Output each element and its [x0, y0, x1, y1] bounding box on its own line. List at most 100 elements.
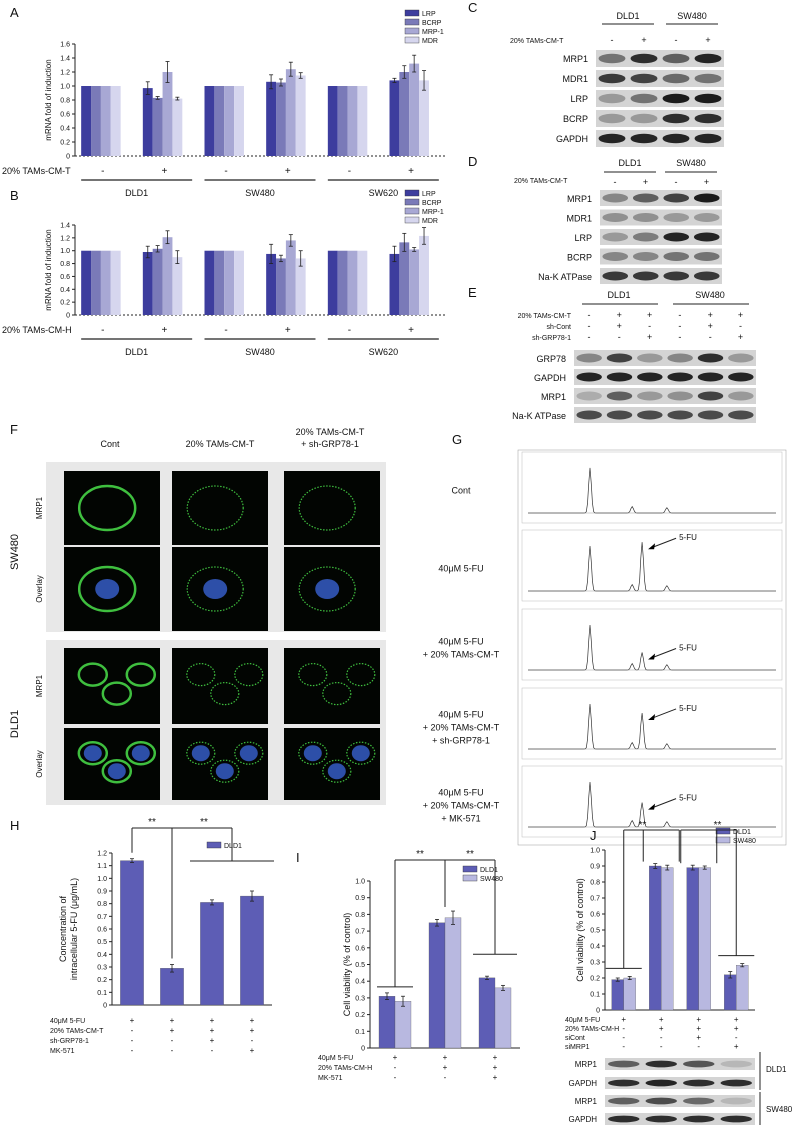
sign: - [678, 321, 681, 331]
sign: + [696, 1024, 701, 1033]
bar-MRP-1 [347, 86, 358, 156]
sign: + [443, 1063, 448, 1072]
band [663, 252, 690, 261]
nucleus [191, 745, 210, 762]
cell-membrane [77, 565, 137, 613]
cell-membrane [298, 566, 356, 612]
condition-label-40μM 5-FU: 40μM 5-FU [50, 1018, 85, 1025]
bar-SW480 [698, 867, 711, 1011]
bar-DLD1 [611, 979, 624, 1011]
band [645, 1060, 677, 1068]
band [694, 53, 722, 64]
band [608, 1079, 640, 1087]
band [637, 391, 663, 401]
sign: - [348, 166, 351, 177]
y-tick-label: 0 [103, 1003, 107, 1010]
significance-marker: ** [200, 817, 208, 828]
band [694, 93, 722, 104]
band [693, 252, 720, 261]
band [662, 73, 690, 84]
nucleus [239, 745, 258, 762]
y-tick-label: 1.0 [60, 248, 70, 255]
band [720, 1060, 752, 1068]
blot-row-label-GAPDH: GAPDH [556, 134, 588, 144]
bar-BCRP [214, 86, 225, 156]
band [602, 232, 629, 242]
y-tick-label: 0 [66, 313, 70, 320]
bar-LRP [81, 86, 92, 156]
legend-swatch-DLD1 [206, 841, 222, 849]
band [728, 410, 754, 420]
bar-MDR [295, 75, 306, 156]
sign: + [493, 1063, 498, 1072]
trace-label: 40μM 5-FU [438, 564, 483, 574]
sign: + [285, 325, 291, 336]
arrow-head [648, 803, 656, 810]
y-tick-label: 0.9 [590, 864, 600, 871]
band [663, 213, 690, 222]
legend-label-DLD1: DLD1 [224, 843, 242, 850]
legend-label-LRP: LRP [422, 11, 436, 18]
blot-J-strip [605, 1058, 755, 1070]
y-tick-label: 0.6 [355, 945, 365, 952]
cell-membrane [210, 681, 240, 706]
band [662, 53, 690, 64]
sign: + [659, 1024, 664, 1033]
bar-MDR [172, 257, 183, 315]
column-header: 20% TAMs-CM-T [186, 439, 255, 449]
panel-letter-D: D [468, 154, 477, 169]
legend-label-SW480: SW480 [480, 876, 503, 883]
band [630, 113, 658, 124]
micrograph [172, 471, 268, 545]
blot-C-strip [596, 90, 724, 107]
sign: + [210, 1026, 215, 1035]
bar-DLD1 [240, 895, 264, 1006]
legend-swatch-MDR [404, 36, 420, 44]
band [637, 372, 663, 382]
y-tick-label: 0.7 [590, 896, 600, 903]
nucleus [215, 763, 234, 780]
y-tick-label: 1.0 [590, 848, 600, 855]
micrograph-cells [77, 740, 157, 784]
blot-J-strip [605, 1113, 755, 1125]
blot-J-strip [605, 1095, 755, 1107]
cell-membrane [186, 566, 244, 612]
bar-MRP-1 [409, 249, 420, 315]
bar-LRP [389, 253, 400, 315]
sign: - [660, 1033, 663, 1042]
trace-label: 40μM 5-FU [438, 788, 483, 798]
band [694, 73, 722, 84]
sign: + [659, 1015, 664, 1024]
band [602, 271, 629, 281]
nucleus [131, 745, 150, 762]
bar-SW480 [623, 977, 636, 1011]
cell-membrane [77, 662, 109, 687]
cell-membrane [346, 662, 376, 687]
column-header: + sh-GRP78-1 [301, 439, 359, 449]
legend-swatch-BCRP [404, 198, 420, 206]
bar-MDR [419, 235, 429, 315]
blot-group-DLD1: DLD1 [616, 11, 639, 21]
bar-DLD1 [428, 922, 446, 1049]
nucleus [315, 579, 340, 599]
sign: - [131, 1026, 134, 1035]
y-tick-label: 0.8 [60, 98, 70, 105]
group-label-DLD1: DLD1 [125, 188, 148, 198]
cell-membrane [298, 485, 356, 531]
bar-LRP [327, 86, 338, 156]
bar-MDR [234, 250, 244, 315]
sign: - [251, 1036, 254, 1045]
group-label-SW480: SW480 [245, 347, 275, 357]
trace-label: + MK-571 [441, 814, 480, 824]
band [697, 410, 724, 420]
y-tick-label: 0.4 [97, 952, 107, 959]
trace-box [521, 765, 783, 838]
sign: - [394, 1063, 397, 1072]
panel-letter-J: J [590, 828, 597, 843]
band [576, 410, 602, 420]
sign: + [393, 1053, 398, 1062]
trace-label: 40μM 5-FU [438, 710, 483, 720]
band [663, 232, 690, 242]
bar-MDR [110, 250, 121, 315]
micrograph-cells [186, 662, 264, 706]
